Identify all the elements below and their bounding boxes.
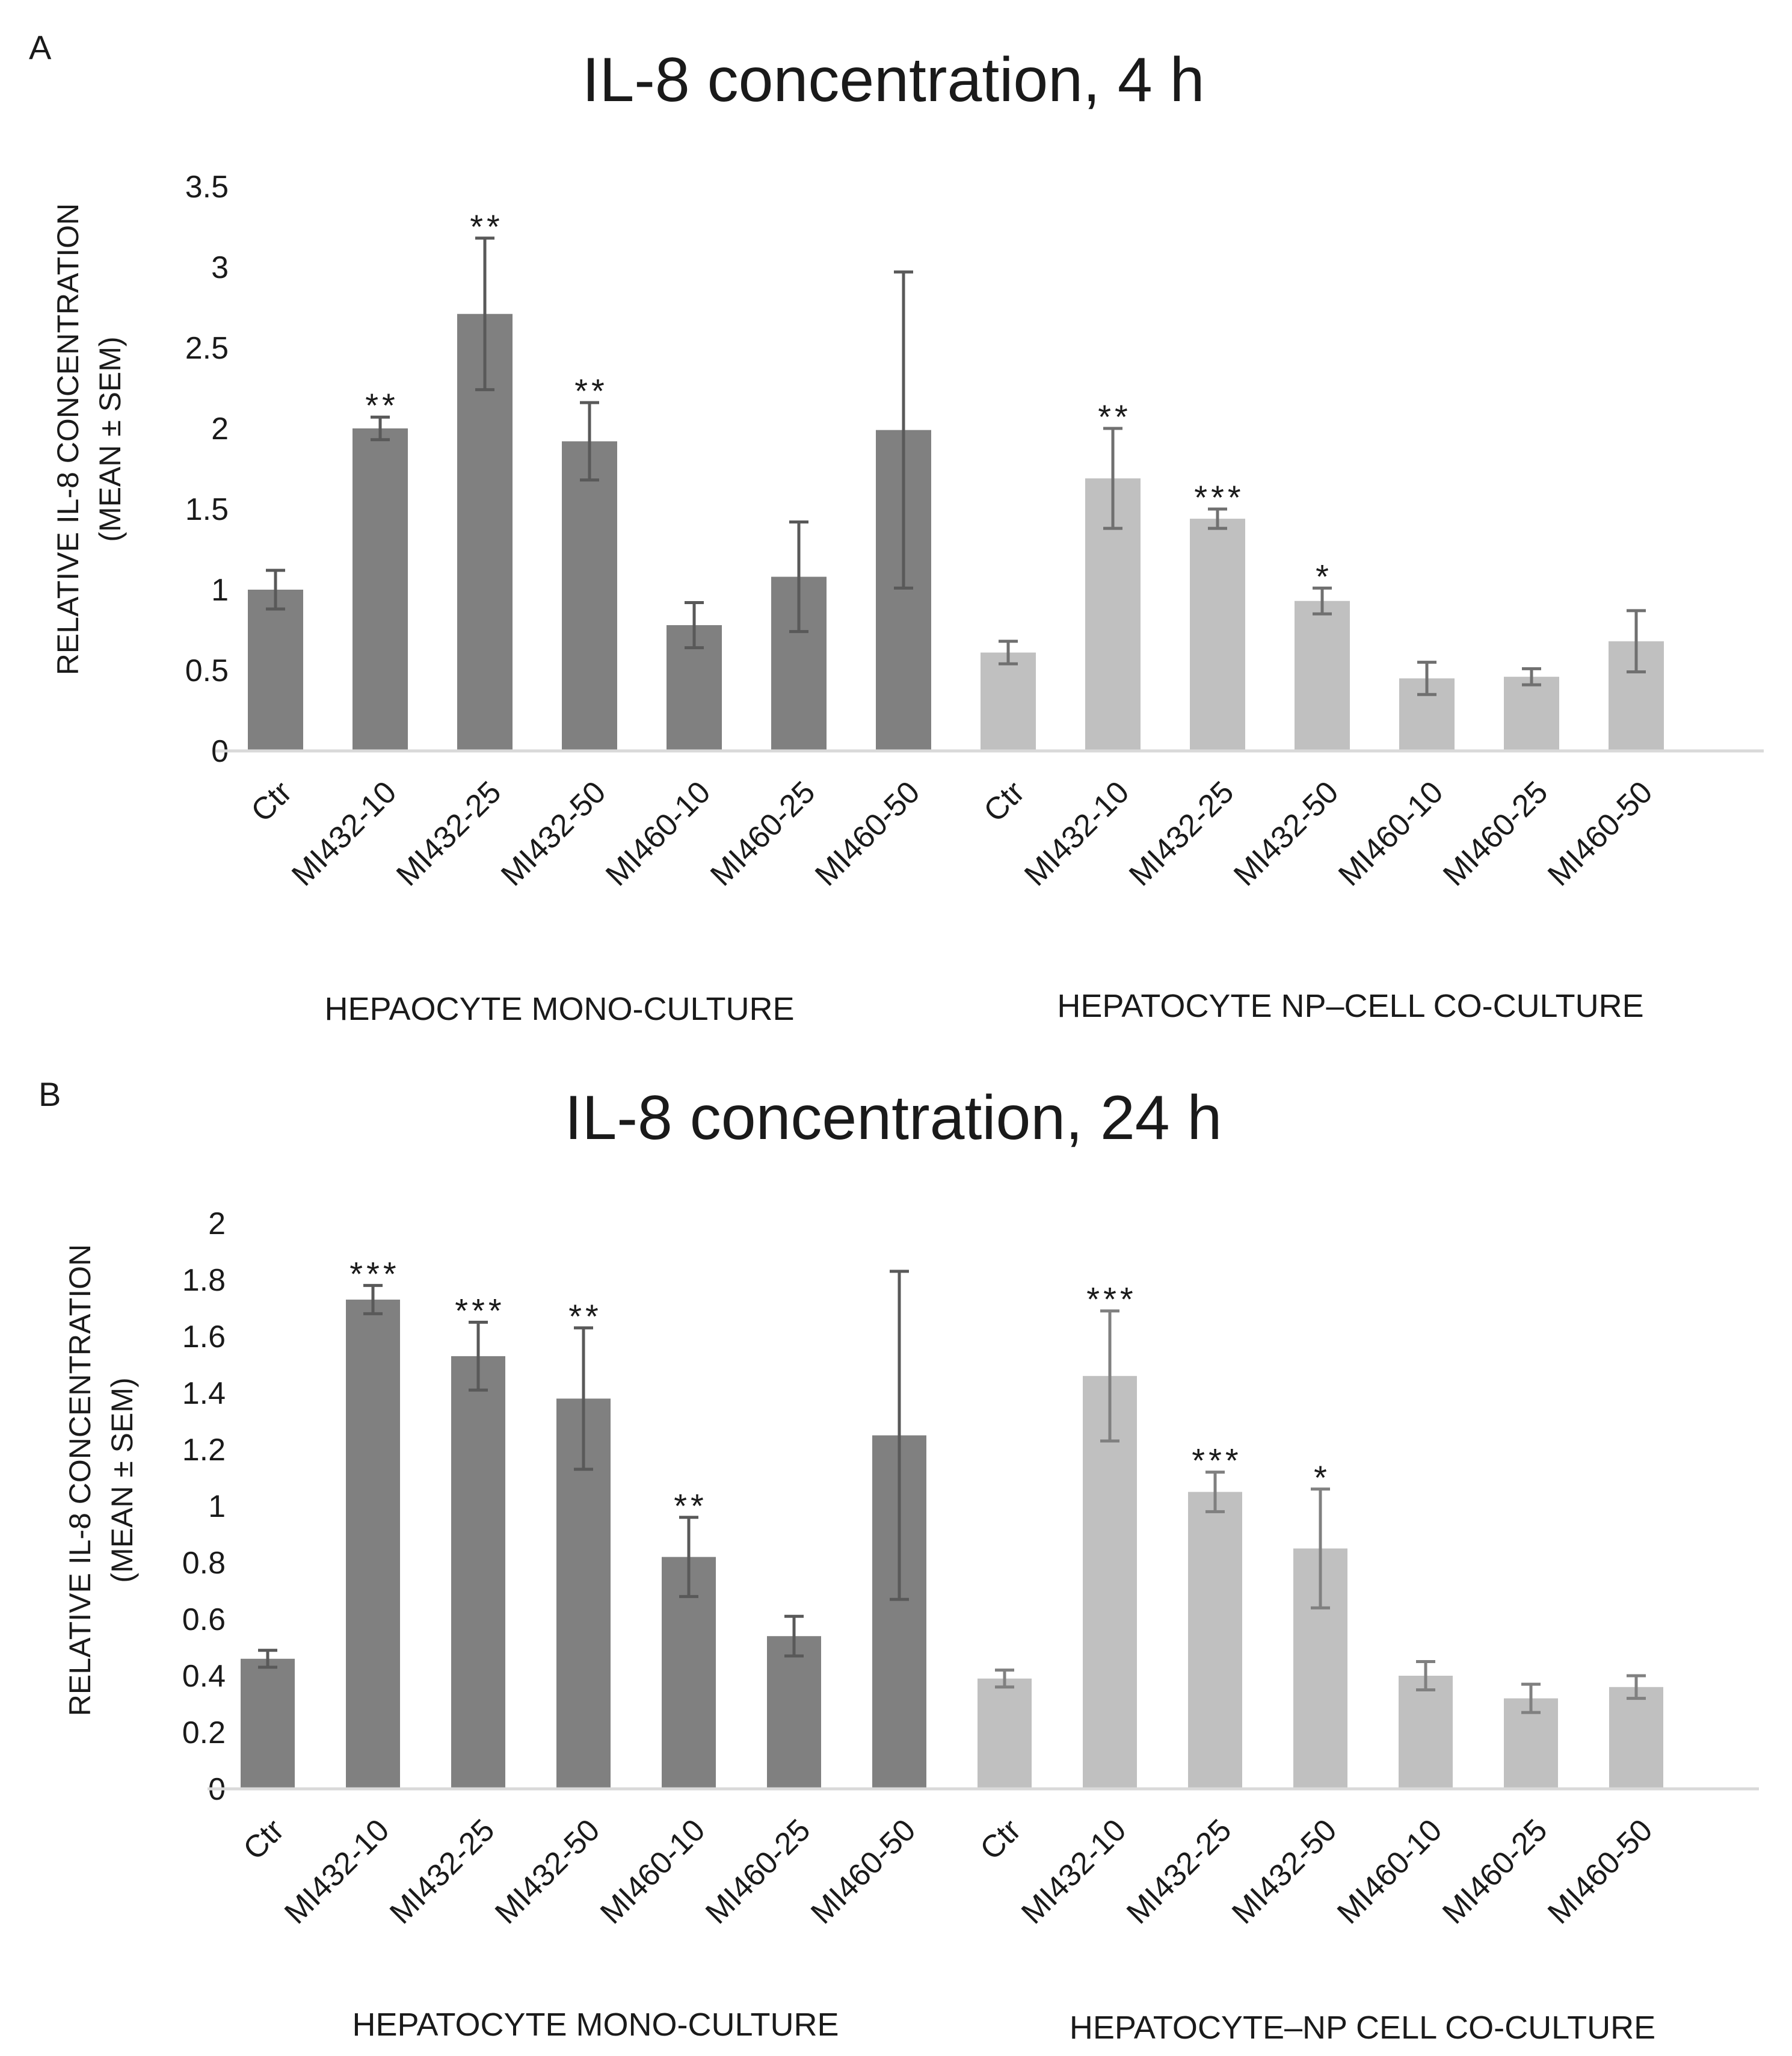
y-tick-label: 3 xyxy=(211,250,229,285)
y-tick-label: 1.5 xyxy=(185,492,229,527)
y-tick-label: 3.5 xyxy=(185,170,229,205)
y-tick-label: 2 xyxy=(208,1206,226,1241)
x-tick-label: MI460-50 xyxy=(808,774,926,892)
panel-b: B IL-8 concentration, 24 h RELATIVE IL-8… xyxy=(38,1075,1759,2046)
bar xyxy=(1190,519,1245,751)
x-tick-label: MI432-10 xyxy=(1015,1812,1133,1930)
y-tick-label: 1 xyxy=(211,573,229,608)
bar xyxy=(1188,1492,1242,1789)
bar xyxy=(981,652,1036,751)
y-tick-label: 0.2 xyxy=(182,1715,226,1750)
significance-marker: *** xyxy=(1194,478,1244,516)
x-tick-label: MI460-10 xyxy=(1331,1812,1449,1930)
significance-marker: ** xyxy=(365,386,399,424)
significance-marker: ** xyxy=(574,372,608,410)
y-axis-label-line-2: (MEAN ± SEM) xyxy=(105,1377,139,1582)
bar xyxy=(767,1636,821,1789)
significance-marker: * xyxy=(1314,1459,1331,1496)
bar xyxy=(241,1658,295,1789)
group-label-co-culture: HEPATOCYTE NP–CELL CO-CULTURE xyxy=(1057,988,1643,1024)
y-tick-label: 0.8 xyxy=(182,1546,226,1581)
y-tick-label: 1.2 xyxy=(182,1433,226,1468)
x-tick-label: MI460-25 xyxy=(699,1812,817,1930)
significance-marker: * xyxy=(1316,557,1332,595)
x-tick-label: MI432-10 xyxy=(285,774,403,892)
significance-marker: *** xyxy=(1192,1442,1242,1480)
y-tick-label: 1.4 xyxy=(182,1376,226,1411)
y-axis-label-line-1: RELATIVE IL-8 CONCENTRATION xyxy=(63,1244,97,1716)
panel-a: A IL-8 concentration, 4 h RELATIVE IL-8 … xyxy=(29,28,1764,1027)
significance-marker: *** xyxy=(1086,1280,1136,1318)
x-tick-label: MI432-25 xyxy=(383,1812,501,1930)
x-tick-label: MI432-50 xyxy=(494,774,612,892)
bar xyxy=(562,441,617,751)
significance-marker: ** xyxy=(1098,398,1132,436)
y-tick-label: 0.4 xyxy=(182,1659,226,1694)
x-tick-label: MI460-10 xyxy=(599,774,717,892)
y-tick-label: 2.5 xyxy=(185,331,229,366)
x-tick-label: MI432-25 xyxy=(1120,1812,1238,1930)
significance-marker: ** xyxy=(470,208,503,245)
y-tick-label: 0.6 xyxy=(182,1602,226,1637)
group-label-co-culture: HEPATOCYTE–NP CELL CO-CULTURE xyxy=(1070,2010,1655,2046)
bar xyxy=(1399,1676,1453,1789)
y-tick-label: 0.5 xyxy=(185,653,229,688)
x-tick-label: MI432-50 xyxy=(1225,1812,1343,1930)
x-tick-label: MI460-25 xyxy=(1436,1812,1554,1930)
panel-letter: A xyxy=(29,28,52,66)
significance-marker: *** xyxy=(455,1292,505,1330)
bar xyxy=(451,1356,505,1789)
x-tick-label: MI432-50 xyxy=(1227,774,1345,892)
y-tick-label: 1.6 xyxy=(182,1320,226,1354)
bar xyxy=(1609,1687,1663,1789)
y-tick-label: 2 xyxy=(211,412,229,446)
chart-title: IL-8 concentration, 24 h xyxy=(565,1083,1222,1153)
bar xyxy=(1504,676,1559,751)
x-tick-label: Ctr xyxy=(977,774,1031,829)
x-tick-label: MI460-50 xyxy=(804,1812,922,1930)
x-tick-label: MI460-25 xyxy=(704,774,822,892)
chart-title: IL-8 concentration, 4 h xyxy=(582,45,1205,115)
x-tick-label: MI460-25 xyxy=(1436,774,1554,892)
x-tick-label: MI432-25 xyxy=(390,774,508,892)
x-tick-label: Ctr xyxy=(236,1812,291,1866)
bar xyxy=(248,590,303,751)
x-tick-label: MI432-50 xyxy=(488,1812,606,1930)
x-tick-label: MI432-25 xyxy=(1122,774,1240,892)
x-tick-label: MI460-50 xyxy=(1541,1812,1659,1930)
plot-area: 00.511.522.533.5************CtrMI432-10M… xyxy=(185,170,1764,893)
y-tick-label: 1 xyxy=(208,1489,226,1524)
group-label-mono-culture: HEPAOCYTE MONO-CULTURE xyxy=(324,991,794,1027)
y-axis-label-line-1: RELATIVE IL-8 CONCENTRATION xyxy=(51,203,85,675)
bar xyxy=(346,1299,400,1789)
x-tick-label: MI460-50 xyxy=(1541,774,1659,892)
panel-letter: B xyxy=(38,1075,61,1113)
significance-marker: *** xyxy=(349,1255,399,1292)
bar xyxy=(353,428,408,751)
y-tick-label: 1.8 xyxy=(182,1263,226,1298)
x-tick-label: MI460-10 xyxy=(1332,774,1450,892)
plot-area: 00.20.40.60.811.21.41.61.82****** *******… xyxy=(182,1206,1759,1931)
significance-marker: ** xyxy=(674,1487,707,1525)
x-tick-label: MI432-10 xyxy=(1018,774,1136,892)
x-tick-label: Ctr xyxy=(973,1812,1027,1866)
bar xyxy=(1083,1375,1137,1789)
x-tick-label: Ctr xyxy=(244,774,298,829)
x-tick-label: MI460-10 xyxy=(594,1812,712,1930)
group-label-mono-culture: HEPATOCYTE MONO-CULTURE xyxy=(352,2007,839,2043)
bar xyxy=(978,1678,1032,1789)
significance-marker: ** xyxy=(568,1297,602,1335)
y-axis-label-line-2: (MEAN ± SEM) xyxy=(93,336,127,542)
bar xyxy=(1295,600,1350,751)
x-tick-label: MI432-10 xyxy=(278,1812,396,1930)
